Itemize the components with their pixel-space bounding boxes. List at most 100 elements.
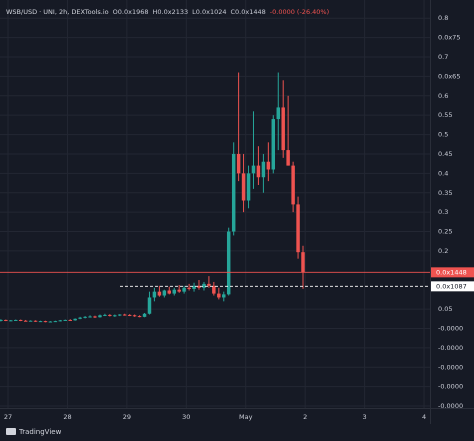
candle-body <box>152 291 157 298</box>
candle-body <box>266 161 271 170</box>
candle-body <box>0 319 3 321</box>
candle-body <box>142 313 147 317</box>
x-tick-label: 30 <box>182 413 190 421</box>
candles <box>0 72 305 323</box>
candle-body <box>197 285 201 288</box>
y-tick-label: -0.0000 <box>438 363 463 371</box>
candle-body <box>241 173 246 201</box>
candle-body <box>261 161 266 178</box>
candle-body <box>9 320 13 322</box>
candle-body <box>122 314 127 316</box>
candle-body <box>4 319 8 321</box>
x-tick-label: May <box>239 413 253 421</box>
y-tick-label: 0.4 <box>438 169 448 177</box>
y-tick-label: 0.45 <box>438 150 452 158</box>
candle-body <box>38 321 43 323</box>
candle-body <box>167 290 171 294</box>
ohlc-value: C0.0x1448 <box>231 8 266 16</box>
candle-body <box>187 287 191 289</box>
candle-body <box>251 165 256 174</box>
x-tick-label: 2 <box>303 413 307 421</box>
ohlc-value: O0.0x1968 <box>113 8 149 16</box>
x-tick-label: 27 <box>4 413 12 421</box>
candle-body <box>256 165 261 178</box>
candle-body <box>113 315 117 317</box>
brand: TradingView <box>6 428 62 436</box>
candle-body <box>88 316 92 318</box>
price-label: 0.0x1448 <box>436 268 467 276</box>
candle-body <box>137 316 142 318</box>
candle-body <box>202 283 206 288</box>
candle-body <box>78 317 82 319</box>
x-tick-label: 29 <box>123 413 131 421</box>
header: WSB/USD · UNI, 2h, DEXTools.io O0.0x1968 H… <box>6 8 329 16</box>
y-tick-label: 0.05 <box>438 305 452 313</box>
candle-body <box>127 314 132 316</box>
candle-body <box>118 314 122 316</box>
candle-body <box>157 291 162 296</box>
y-tick-label: 0.35 <box>438 189 452 197</box>
candle-body <box>281 107 285 151</box>
y-tick-label: -0.0000 <box>438 344 463 352</box>
candle-body <box>48 321 53 323</box>
price-label-box <box>431 267 474 278</box>
y-tick-label: 0.8 <box>438 14 448 22</box>
candle-body <box>98 315 102 318</box>
candle-body <box>246 173 251 201</box>
x-tick-label: 4 <box>422 413 426 421</box>
candle-body <box>83 316 87 318</box>
candle-body <box>43 321 48 323</box>
candle-body <box>222 294 226 298</box>
y-tick-label: 0.0x75 <box>438 34 460 42</box>
candle-body <box>23 320 28 322</box>
symbol-title: WSB/USD · UNI, 2h, DEXTools.io <box>6 8 109 16</box>
y-tick-label: 0.25 <box>438 228 452 236</box>
candle-body <box>217 293 221 298</box>
candle-body <box>14 319 18 321</box>
ohlc-value: -0.0000 (-26.40%) <box>270 8 329 16</box>
x-tick-label: 28 <box>63 413 71 421</box>
candle-body <box>53 321 58 323</box>
y-tick-label: 0.2 <box>438 247 448 255</box>
candle-body <box>226 231 231 295</box>
candle-body <box>291 165 295 205</box>
candle-body <box>177 289 181 292</box>
candle-body <box>182 287 186 292</box>
candle-body <box>93 316 97 318</box>
brand-logo <box>6 428 16 435</box>
candle-body <box>58 320 63 322</box>
candle-body <box>271 119 276 170</box>
y-tick-label: 0.3 <box>438 208 448 216</box>
y-tick-label: -0.0000 <box>438 383 463 391</box>
candle-body <box>103 314 107 316</box>
dashed-label-box <box>431 281 474 292</box>
candle-body <box>231 153 236 232</box>
candle-body <box>108 314 112 316</box>
candle-body <box>301 252 305 273</box>
ohlc-value: H0.0x2133 <box>153 8 189 16</box>
y-tick-label: 0.6 <box>438 92 448 100</box>
y-tick-label: -0.0000 <box>438 402 463 410</box>
candle-body <box>276 107 281 120</box>
candle-body <box>192 285 196 289</box>
candle-body <box>28 320 33 322</box>
candle-body <box>68 319 72 321</box>
y-tick-label: 0.55 <box>438 111 452 119</box>
candle-body <box>207 283 211 286</box>
candle-body <box>73 318 77 321</box>
candle-body <box>286 150 290 166</box>
brand-name: TradingView <box>18 428 62 436</box>
candle-body <box>162 290 167 296</box>
candle-body <box>33 320 38 322</box>
candle-body <box>147 297 152 314</box>
candle-body <box>132 315 137 317</box>
candle-body <box>236 153 241 174</box>
candle-body <box>296 204 300 253</box>
candle-body <box>212 285 216 294</box>
x-tick-label: 3 <box>363 413 367 421</box>
y-tick-label: 0.5 <box>438 131 448 139</box>
dashed-label: 0.0x1087 <box>436 282 467 290</box>
candle-body <box>63 319 67 321</box>
